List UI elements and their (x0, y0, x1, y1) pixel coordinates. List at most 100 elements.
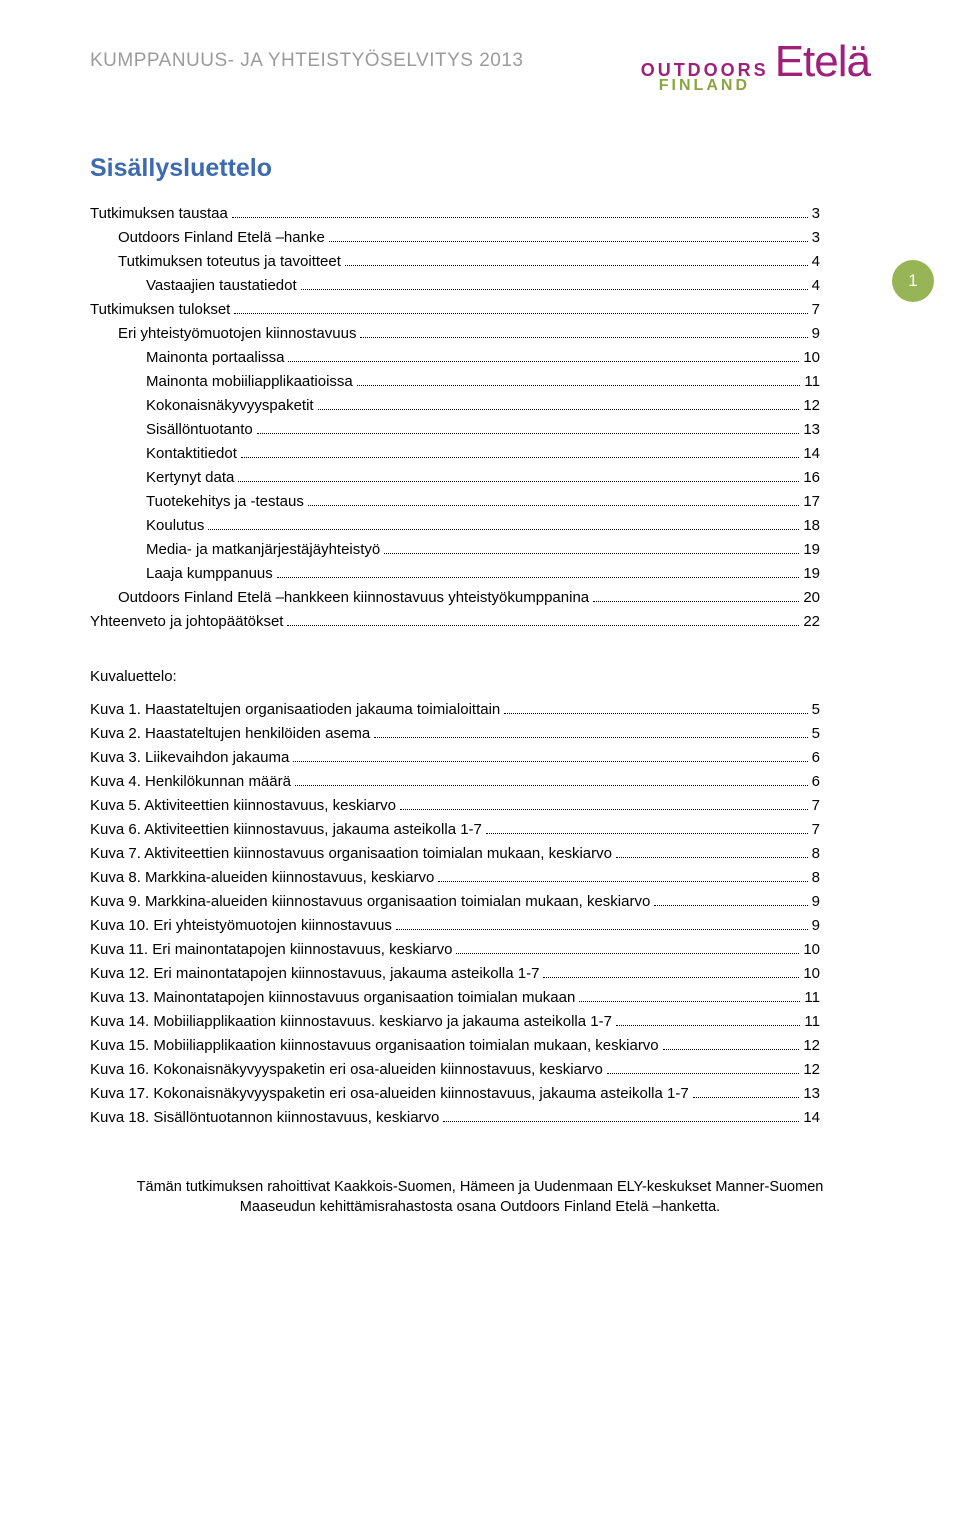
toc-row-leader (543, 968, 799, 978)
toc-row: Kuva 14. Mobiiliapplikaation kiinnostavu… (90, 1013, 820, 1030)
toc-row: Eri yhteistyömuotojen kiinnostavuus 9 (118, 325, 820, 342)
toc-row: Laaja kumppanuus 19 (146, 565, 820, 582)
footer: Tämän tutkimuksen rahoittivat Kaakkois-S… (90, 1178, 870, 1217)
toc-row-label: Kontaktitiedot (146, 445, 237, 462)
toc-row-label: Mainonta mobiiliapplikaatioissa (146, 373, 353, 390)
toc-row: Kuva 6. Aktiviteettien kiinnostavuus, ja… (90, 821, 820, 838)
toc-row-leader (318, 400, 800, 410)
toc-row-leader (308, 496, 799, 506)
toc-row-leader (293, 752, 807, 762)
toc-row-page: 8 (812, 869, 820, 886)
toc-row-label: Kuva 13. Mainontatapojen kiinnostavuus o… (90, 989, 575, 1006)
toc-row-label: Media- ja matkanjärjestäjäyhteistyö (146, 541, 380, 558)
toc-row-page: 18 (803, 517, 820, 534)
toc-row: Kuva 1. Haastateltujen organisaatioden j… (90, 701, 820, 718)
toc-row-leader (277, 568, 800, 578)
toc-row-page: 10 (803, 349, 820, 366)
header-title: KUMPPANUUS- JA YHTEISTYÖSELVITYS 2013 (90, 50, 523, 72)
toc-row-label: Kuva 8. Markkina-alueiden kiinnostavuus,… (90, 869, 434, 886)
toc-row-page: 11 (804, 989, 820, 1006)
toc-row-page: 6 (812, 749, 820, 766)
toc-row-label: Vastaajien taustatiedot (146, 277, 297, 294)
toc-row-leader (357, 376, 801, 386)
toc-row: Kontaktitiedot 14 (146, 445, 820, 462)
toc-row-label: Kertynyt data (146, 469, 234, 486)
toc-row-leader (295, 776, 808, 786)
toc-row-leader (616, 1016, 800, 1026)
toc-row-page: 9 (812, 325, 820, 342)
toc-row: Outdoors Finland Etelä –hanke 3 (118, 229, 820, 246)
page-number-label: 1 (908, 271, 917, 291)
toc-row: Tutkimuksen tulokset 7 (90, 301, 820, 318)
toc-row-leader (329, 232, 808, 242)
toc-row-page: 13 (803, 1085, 820, 1102)
toc-row-leader (400, 800, 808, 810)
toc-row: Sisällöntuotanto 13 (146, 421, 820, 438)
toc-row-leader (593, 592, 799, 602)
toc-row-page: 10 (803, 965, 820, 982)
toc-row: Kuva 12. Eri mainontatapojen kiinnostavu… (90, 965, 820, 982)
toc-row: Kuva 3. Liikevaihdon jakauma 6 (90, 749, 820, 766)
toc-row-leader (257, 424, 800, 434)
toc-row: Media- ja matkanjärjestäjäyhteistyö 19 (146, 541, 820, 558)
toc-row-label: Outdoors Finland Etelä –hanke (118, 229, 325, 246)
toc-row-page: 9 (812, 893, 820, 910)
toc-row-label: Mainonta portaalissa (146, 349, 284, 366)
toc-row-label: Kuva 5. Aktiviteettien kiinnostavuus, ke… (90, 797, 396, 814)
toc-row-label: Tutkimuksen tulokset (90, 301, 230, 318)
toc-row: Kuva 17. Kokonaisnäkyvyyspaketin eri osa… (90, 1085, 820, 1102)
logo-finland-text: FINLAND (659, 78, 750, 94)
toc-row-leader (234, 304, 807, 314)
toc-row: Kuva 18. Sisällöntuotannon kiinnostavuus… (90, 1109, 820, 1126)
toc-row-label: Outdoors Finland Etelä –hankkeen kiinnos… (118, 589, 589, 606)
toc-row-label: Kuva 2. Haastateltujen henkilöiden asema (90, 725, 370, 742)
toc-row-leader (384, 544, 799, 554)
brand-logo: OUTDOORS Etelä FINLAND (641, 40, 870, 94)
toc-row-label: Kuva 1. Haastateltujen organisaatioden j… (90, 701, 500, 718)
toc-row-leader (456, 944, 799, 954)
toc-row-leader (208, 520, 799, 530)
toc-row-label: Kuva 9. Markkina-alueiden kiinnostavuus … (90, 893, 650, 910)
toc-row: Tutkimuksen toteutus ja tavoitteet 4 (118, 253, 820, 270)
toc-row-label: Kuva 17. Kokonaisnäkyvyyspaketin eri osa… (90, 1085, 689, 1102)
page-number-badge: 1 (892, 260, 934, 302)
toc-row-page: 9 (812, 917, 820, 934)
kuvaluettelo-list: Kuva 1. Haastateltujen organisaatioden j… (90, 701, 820, 1126)
toc-row-label: Kuva 18. Sisällöntuotannon kiinnostavuus… (90, 1109, 439, 1126)
toc-row-label: Kuva 16. Kokonaisnäkyvyyspaketin eri osa… (90, 1061, 603, 1078)
toc-row-page: 14 (803, 445, 820, 462)
toc-row-page: 5 (812, 701, 820, 718)
toc-row: Mainonta mobiiliapplikaatioissa 11 (146, 373, 820, 390)
toc-row-page: 4 (812, 253, 820, 270)
toc-row-page: 22 (803, 613, 820, 630)
toc-row-page: 11 (804, 1013, 820, 1030)
toc-row-label: Kuva 10. Eri yhteistyömuotojen kiinnosta… (90, 917, 392, 934)
kuvaluettelo-heading: Kuvaluettelo: (90, 668, 870, 685)
toc-row-page: 12 (803, 397, 820, 414)
toc-row-leader (238, 472, 799, 482)
toc-row: Tuotekehitys ja -testaus 17 (146, 493, 820, 510)
toc-row: Kuva 11. Eri mainontatapojen kiinnostavu… (90, 941, 820, 958)
toc-row-page: 12 (803, 1061, 820, 1078)
logo-etela-text: Etelä (775, 40, 870, 84)
toc-row: Kuva 5. Aktiviteettien kiinnostavuus, ke… (90, 797, 820, 814)
toc-row-leader (396, 920, 808, 930)
toc-row-leader (232, 208, 808, 218)
toc-row-leader (241, 448, 799, 458)
toc-row-leader (374, 728, 807, 738)
toc-row-page: 7 (812, 797, 820, 814)
toc-row-page: 14 (803, 1109, 820, 1126)
toc-row-page: 20 (803, 589, 820, 606)
toc-row-leader (345, 256, 808, 266)
toc-row-page: 3 (812, 229, 820, 246)
page: KUMPPANUUS- JA YHTEISTYÖSELVITYS 2013 OU… (0, 0, 960, 1533)
toc-row-leader (486, 824, 808, 834)
toc-row-label: Eri yhteistyömuotojen kiinnostavuus (118, 325, 356, 342)
toc-row-leader (693, 1088, 800, 1098)
toc-row-page: 17 (803, 493, 820, 510)
toc-row-page: 16 (803, 469, 820, 486)
toc-row: Mainonta portaalissa 10 (146, 349, 820, 366)
toc-row-page: 19 (803, 565, 820, 582)
toc-row-label: Kuva 14. Mobiiliapplikaation kiinnostavu… (90, 1013, 612, 1030)
toc-row-label: Tutkimuksen toteutus ja tavoitteet (118, 253, 341, 270)
